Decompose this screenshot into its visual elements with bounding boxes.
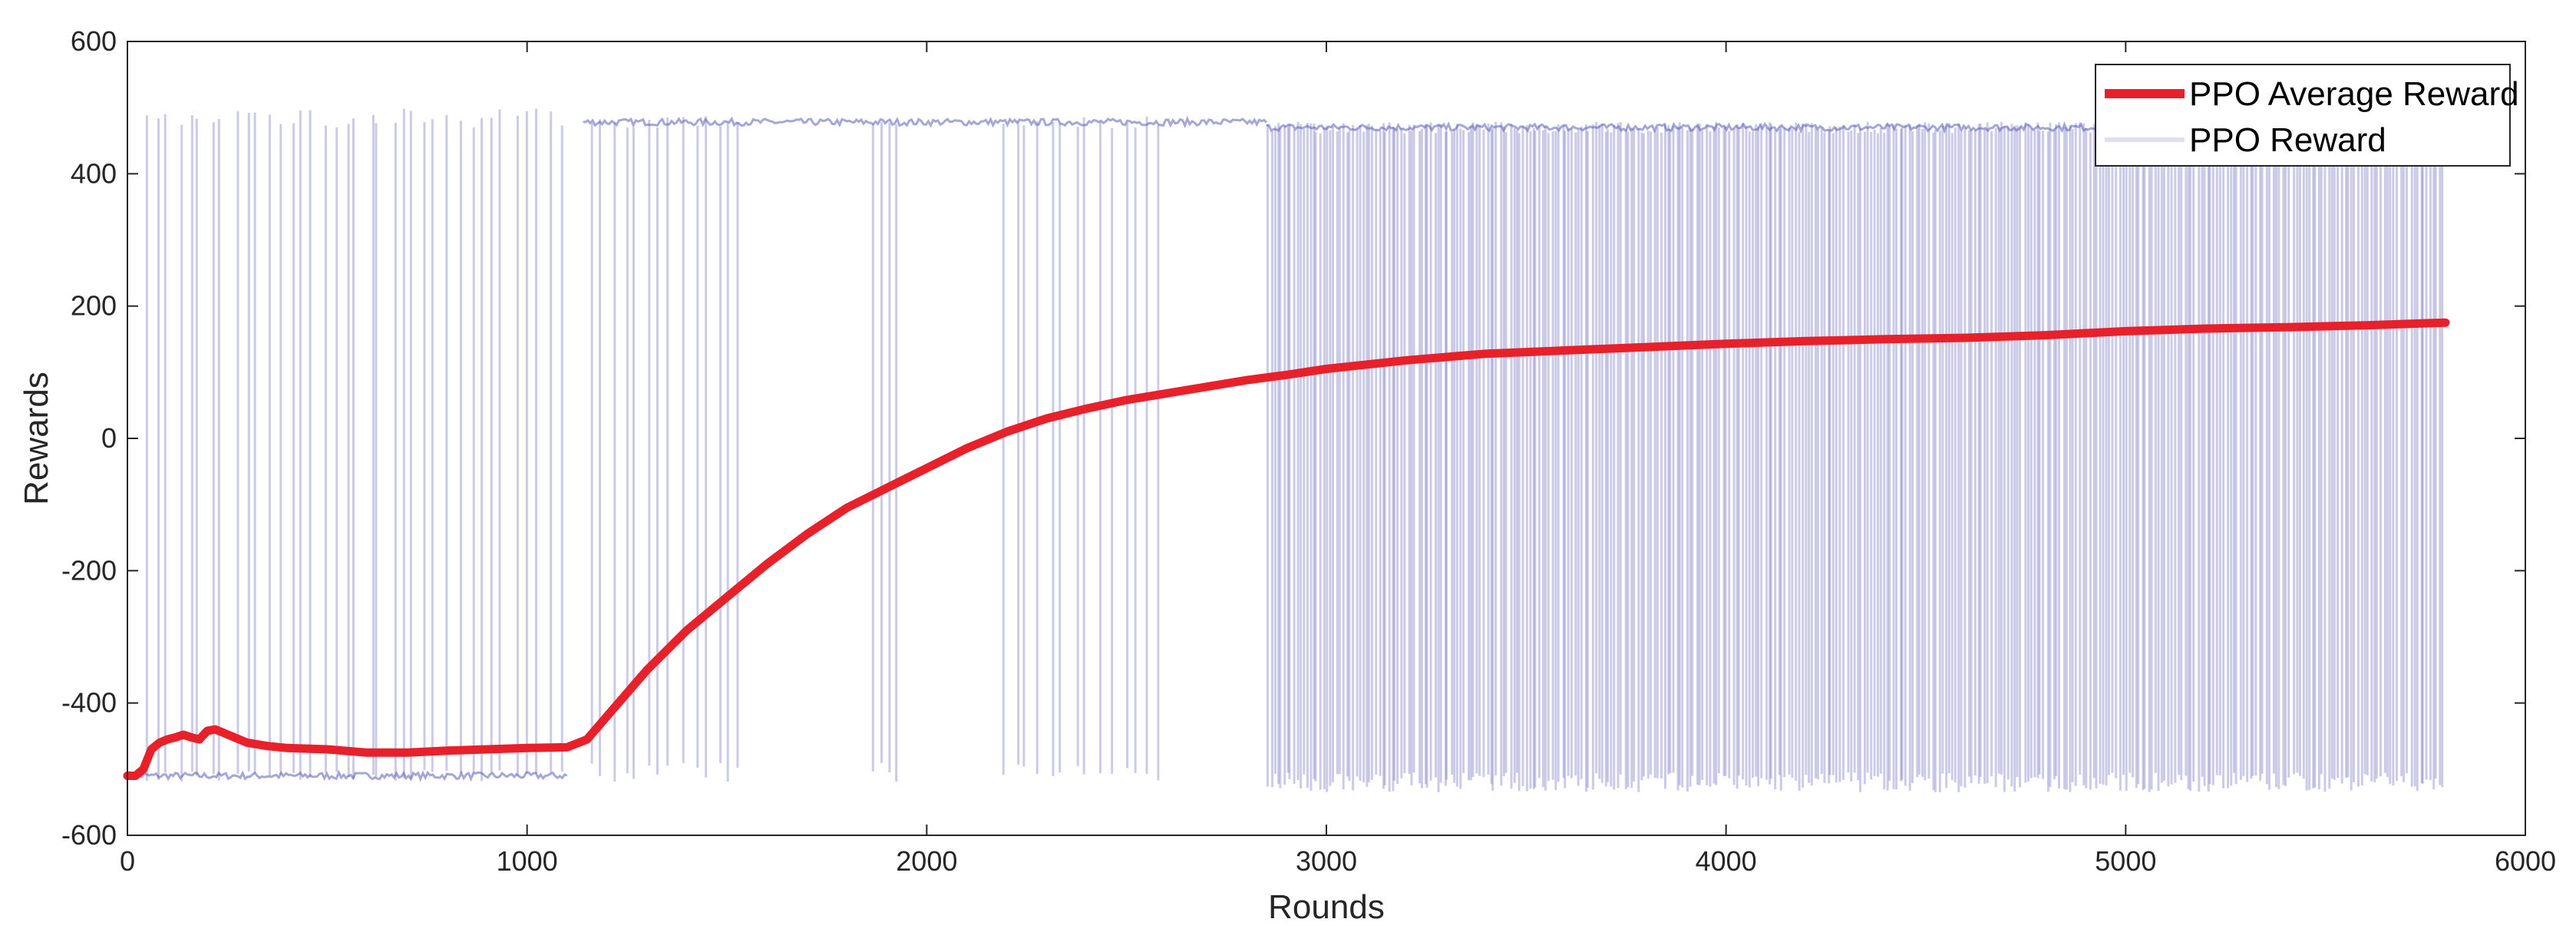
y-tick-label: 400 <box>71 157 117 189</box>
y-tick-label: 0 <box>101 422 117 454</box>
x-tick-label: 0 <box>120 845 135 877</box>
y-tick-label: 200 <box>71 290 117 322</box>
ppo-reward-baseline <box>583 115 1267 129</box>
legend-label-average: PPO Average Reward <box>2189 75 2519 113</box>
ppo-reward-baseline <box>126 769 568 782</box>
y-tick-label: -400 <box>61 687 117 719</box>
y-tick-label: 600 <box>71 25 117 57</box>
x-axis-title: Rounds <box>1268 888 1385 926</box>
y-tick-label: -200 <box>61 554 117 586</box>
x-tick-label: 3000 <box>1296 845 1357 877</box>
x-tick-label: 4000 <box>1696 845 1757 877</box>
plot-area <box>127 41 2525 835</box>
x-tick-label: 6000 <box>2495 845 2556 877</box>
legend-box <box>2095 64 2511 167</box>
x-tick-label: 2000 <box>896 845 957 877</box>
ppo-average-reward-series <box>123 318 2450 780</box>
axis-ticks: 0 1000 2000 3000 4000 5000 6000 -600 -400 -200 0 20… <box>61 25 2556 877</box>
y-tick-label: -600 <box>61 819 117 851</box>
ppo-reward-series <box>126 108 2446 792</box>
y-axis-title: Rewards <box>18 372 55 505</box>
legend-label-reward: PPO Reward <box>2189 121 2386 159</box>
ppo-average-reward-line <box>123 318 2450 780</box>
x-tick-label: 5000 <box>2095 845 2156 877</box>
x-tick-label: 1000 <box>497 845 558 877</box>
legend: PPO Average Reward PPO Reward <box>2095 64 2519 167</box>
